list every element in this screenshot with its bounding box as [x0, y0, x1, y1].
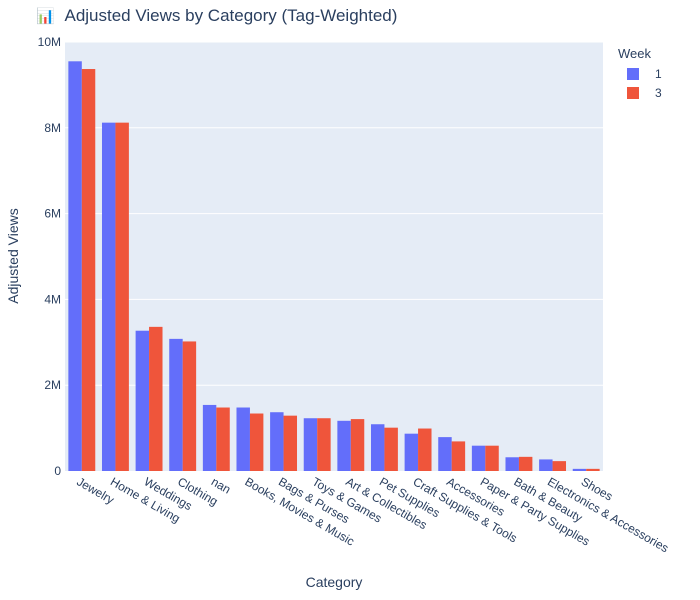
- bar-week-3[interactable]: [81, 69, 96, 471]
- legend-label-week-3[interactable]: 3: [655, 86, 662, 100]
- bar-week-3[interactable]: [586, 468, 600, 471]
- y-tick-label: 0: [54, 464, 61, 478]
- legend-swatch-week-3[interactable]: [627, 87, 639, 99]
- bar-week-1[interactable]: [471, 445, 486, 471]
- bar-week-3[interactable]: [182, 341, 197, 471]
- bar-week-1[interactable]: [370, 424, 385, 471]
- legend: Week 1 3: [618, 46, 662, 100]
- y-tick-label: 8M: [44, 121, 61, 135]
- bar-week-1[interactable]: [404, 433, 419, 471]
- bar-week-3[interactable]: [451, 441, 466, 471]
- bar-week-1[interactable]: [169, 338, 183, 471]
- bar-week-3[interactable]: [149, 326, 163, 471]
- bar-week-1[interactable]: [303, 418, 318, 471]
- legend-title: Week: [618, 46, 651, 61]
- bar-week-3[interactable]: [216, 407, 230, 471]
- bar-week-1[interactable]: [337, 420, 351, 471]
- bar-week-3[interactable]: [317, 418, 331, 471]
- y-tick-label: 10M: [38, 35, 61, 49]
- bar-week-1[interactable]: [236, 407, 250, 471]
- bar-week-1[interactable]: [135, 330, 150, 471]
- bar-week-1[interactable]: [539, 459, 553, 471]
- bar-week-1[interactable]: [68, 61, 82, 472]
- x-axis-title: Category: [306, 574, 363, 590]
- legend-label-week-1[interactable]: 1: [655, 67, 662, 81]
- chart-title: 📊 Adjusted Views by Category (Tag-Weight…: [36, 6, 397, 25]
- bar-week-3[interactable]: [552, 461, 567, 471]
- bar-week-3[interactable]: [115, 122, 129, 471]
- x-tick-label: Jewelry: [74, 474, 116, 506]
- bar-week-3[interactable]: [350, 419, 365, 471]
- bar-week-3[interactable]: [418, 428, 432, 471]
- y-tick-label: 4M: [44, 292, 61, 306]
- legend-swatch-week-1[interactable]: [627, 68, 639, 80]
- bar-week-1[interactable]: [505, 457, 519, 471]
- bar-week-1[interactable]: [101, 122, 116, 471]
- bar-week-3[interactable]: [249, 413, 264, 471]
- bar-week-3[interactable]: [485, 445, 499, 471]
- y-axis-title: Adjusted Views: [5, 208, 21, 303]
- y-tick-label: 2M: [44, 378, 61, 392]
- bar-week-1[interactable]: [270, 412, 284, 471]
- bar-week-3[interactable]: [283, 415, 298, 471]
- bar-week-1[interactable]: [572, 468, 587, 471]
- bar-chart-icon: 📊: [36, 7, 55, 25]
- y-tick-label: 6M: [44, 207, 61, 221]
- bar-week-3[interactable]: [518, 456, 533, 471]
- bar-week-1[interactable]: [202, 404, 217, 471]
- bar-week-3[interactable]: [384, 427, 398, 471]
- bar-week-1[interactable]: [438, 437, 452, 471]
